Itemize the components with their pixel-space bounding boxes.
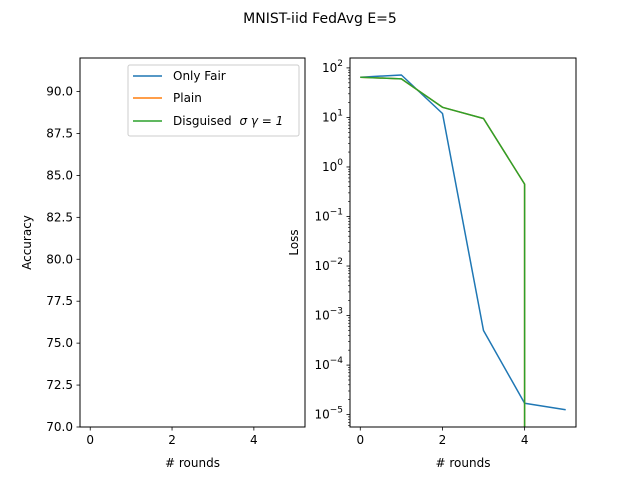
- loss-y-tick-exponent: 0: [337, 158, 343, 168]
- loss-y-tick-label: 10−1: [314, 207, 343, 223]
- loss-y-tick-exponent: −3: [330, 307, 343, 317]
- legend-label-disguised: Disguised σ γ = 1: [173, 114, 283, 128]
- loss-y-tick-exponent: 2: [337, 59, 343, 69]
- loss-y-tick-label: 10−2: [314, 257, 343, 273]
- loss-y-tick-label: 102: [322, 59, 343, 75]
- loss-y-tick-base: 10: [314, 309, 329, 323]
- accuracy-x-label: # rounds: [165, 456, 220, 470]
- accuracy-y-tick-label: 77.5: [46, 294, 73, 308]
- accuracy-y-tick-label: 75.0: [46, 336, 73, 350]
- accuracy-x-tick-label: 2: [168, 433, 176, 447]
- accuracy-axes-frame: [79, 57, 306, 428]
- legend: Only Fair Plain Disguised σ γ = 1: [127, 64, 300, 137]
- accuracy-y-tick-label: 87.5: [46, 126, 73, 140]
- legend-label-only-fair: Only Fair: [173, 69, 226, 83]
- loss-series-lines: [360, 74, 566, 427]
- loss-line-plain: [360, 76, 526, 427]
- loss-line-disguised-1: [360, 76, 526, 427]
- accuracy-x-tick-label: 0: [86, 433, 94, 447]
- loss-x-ticks: 0 2 4: [356, 427, 528, 447]
- accuracy-y-label: Accuracy: [20, 215, 34, 270]
- loss-y-tick-base: 10: [322, 61, 337, 75]
- accuracy-chart: 70.0 72.5 75.0 77.5 80.0 82.5 85.0 87.5 90.0 0 2 4…: [20, 57, 306, 470]
- loss-x-tick-label: 0: [356, 433, 364, 447]
- legend-label-disguised-math: σ γ = 1: [239, 114, 283, 128]
- loss-y-tick-base: 10: [314, 408, 329, 422]
- loss-x-tick-label: 2: [439, 433, 447, 447]
- accuracy-y-tick-label: 82.5: [46, 210, 73, 224]
- loss-y-tick-label: 100: [322, 158, 343, 174]
- accuracy-x-tick-label: 4: [250, 433, 258, 447]
- loss-y-tick-label: 10−3: [314, 307, 343, 323]
- loss-y-tick-exponent: 1: [337, 108, 343, 118]
- figure-title: MNIST-iid FedAvg E=5: [243, 11, 397, 27]
- legend-box: [127, 64, 300, 137]
- loss-y-tick-exponent: −4: [330, 356, 344, 366]
- loss-y-tick-base: 10: [322, 110, 337, 124]
- accuracy-x-ticks: 0 2 4: [86, 427, 258, 447]
- accuracy-y-tick-label: 85.0: [46, 168, 73, 182]
- accuracy-y-tick-label: 70.0: [46, 420, 73, 434]
- loss-y-tick-label: 101: [322, 108, 343, 124]
- loss-x-tick-label: 4: [521, 433, 529, 447]
- loss-y-tick-label: 10−4: [314, 356, 343, 372]
- legend-label-disguised-text: Disguised: [173, 114, 232, 128]
- loss-y-label: Loss: [287, 229, 301, 255]
- accuracy-y-tick-label: 72.5: [46, 378, 73, 392]
- loss-y-tick-exponent: −5: [330, 406, 343, 416]
- loss-y-tick-base: 10: [314, 358, 329, 372]
- loss-y-tick-exponent: −2: [330, 257, 343, 267]
- loss-y-tick-exponent: −1: [330, 207, 343, 217]
- accuracy-y-tick-label: 90.0: [46, 85, 73, 99]
- loss-axes-frame: [349, 57, 577, 428]
- loss-x-label: # rounds: [436, 456, 491, 470]
- legend-label-plain: Plain: [173, 91, 202, 105]
- accuracy-y-tick-label: 80.0: [46, 252, 73, 266]
- loss-y-tick-base: 10: [314, 209, 329, 223]
- loss-y-tick-base: 10: [314, 259, 329, 273]
- accuracy-y-ticks: 70.0 72.5 75.0 77.5 80.0 82.5 85.0 87.5 90.0: [46, 85, 80, 434]
- loss-line-only-fair: [360, 74, 566, 411]
- loss-y-tick-label: 10−5: [314, 406, 343, 422]
- loss-y-tick-base: 10: [322, 160, 337, 174]
